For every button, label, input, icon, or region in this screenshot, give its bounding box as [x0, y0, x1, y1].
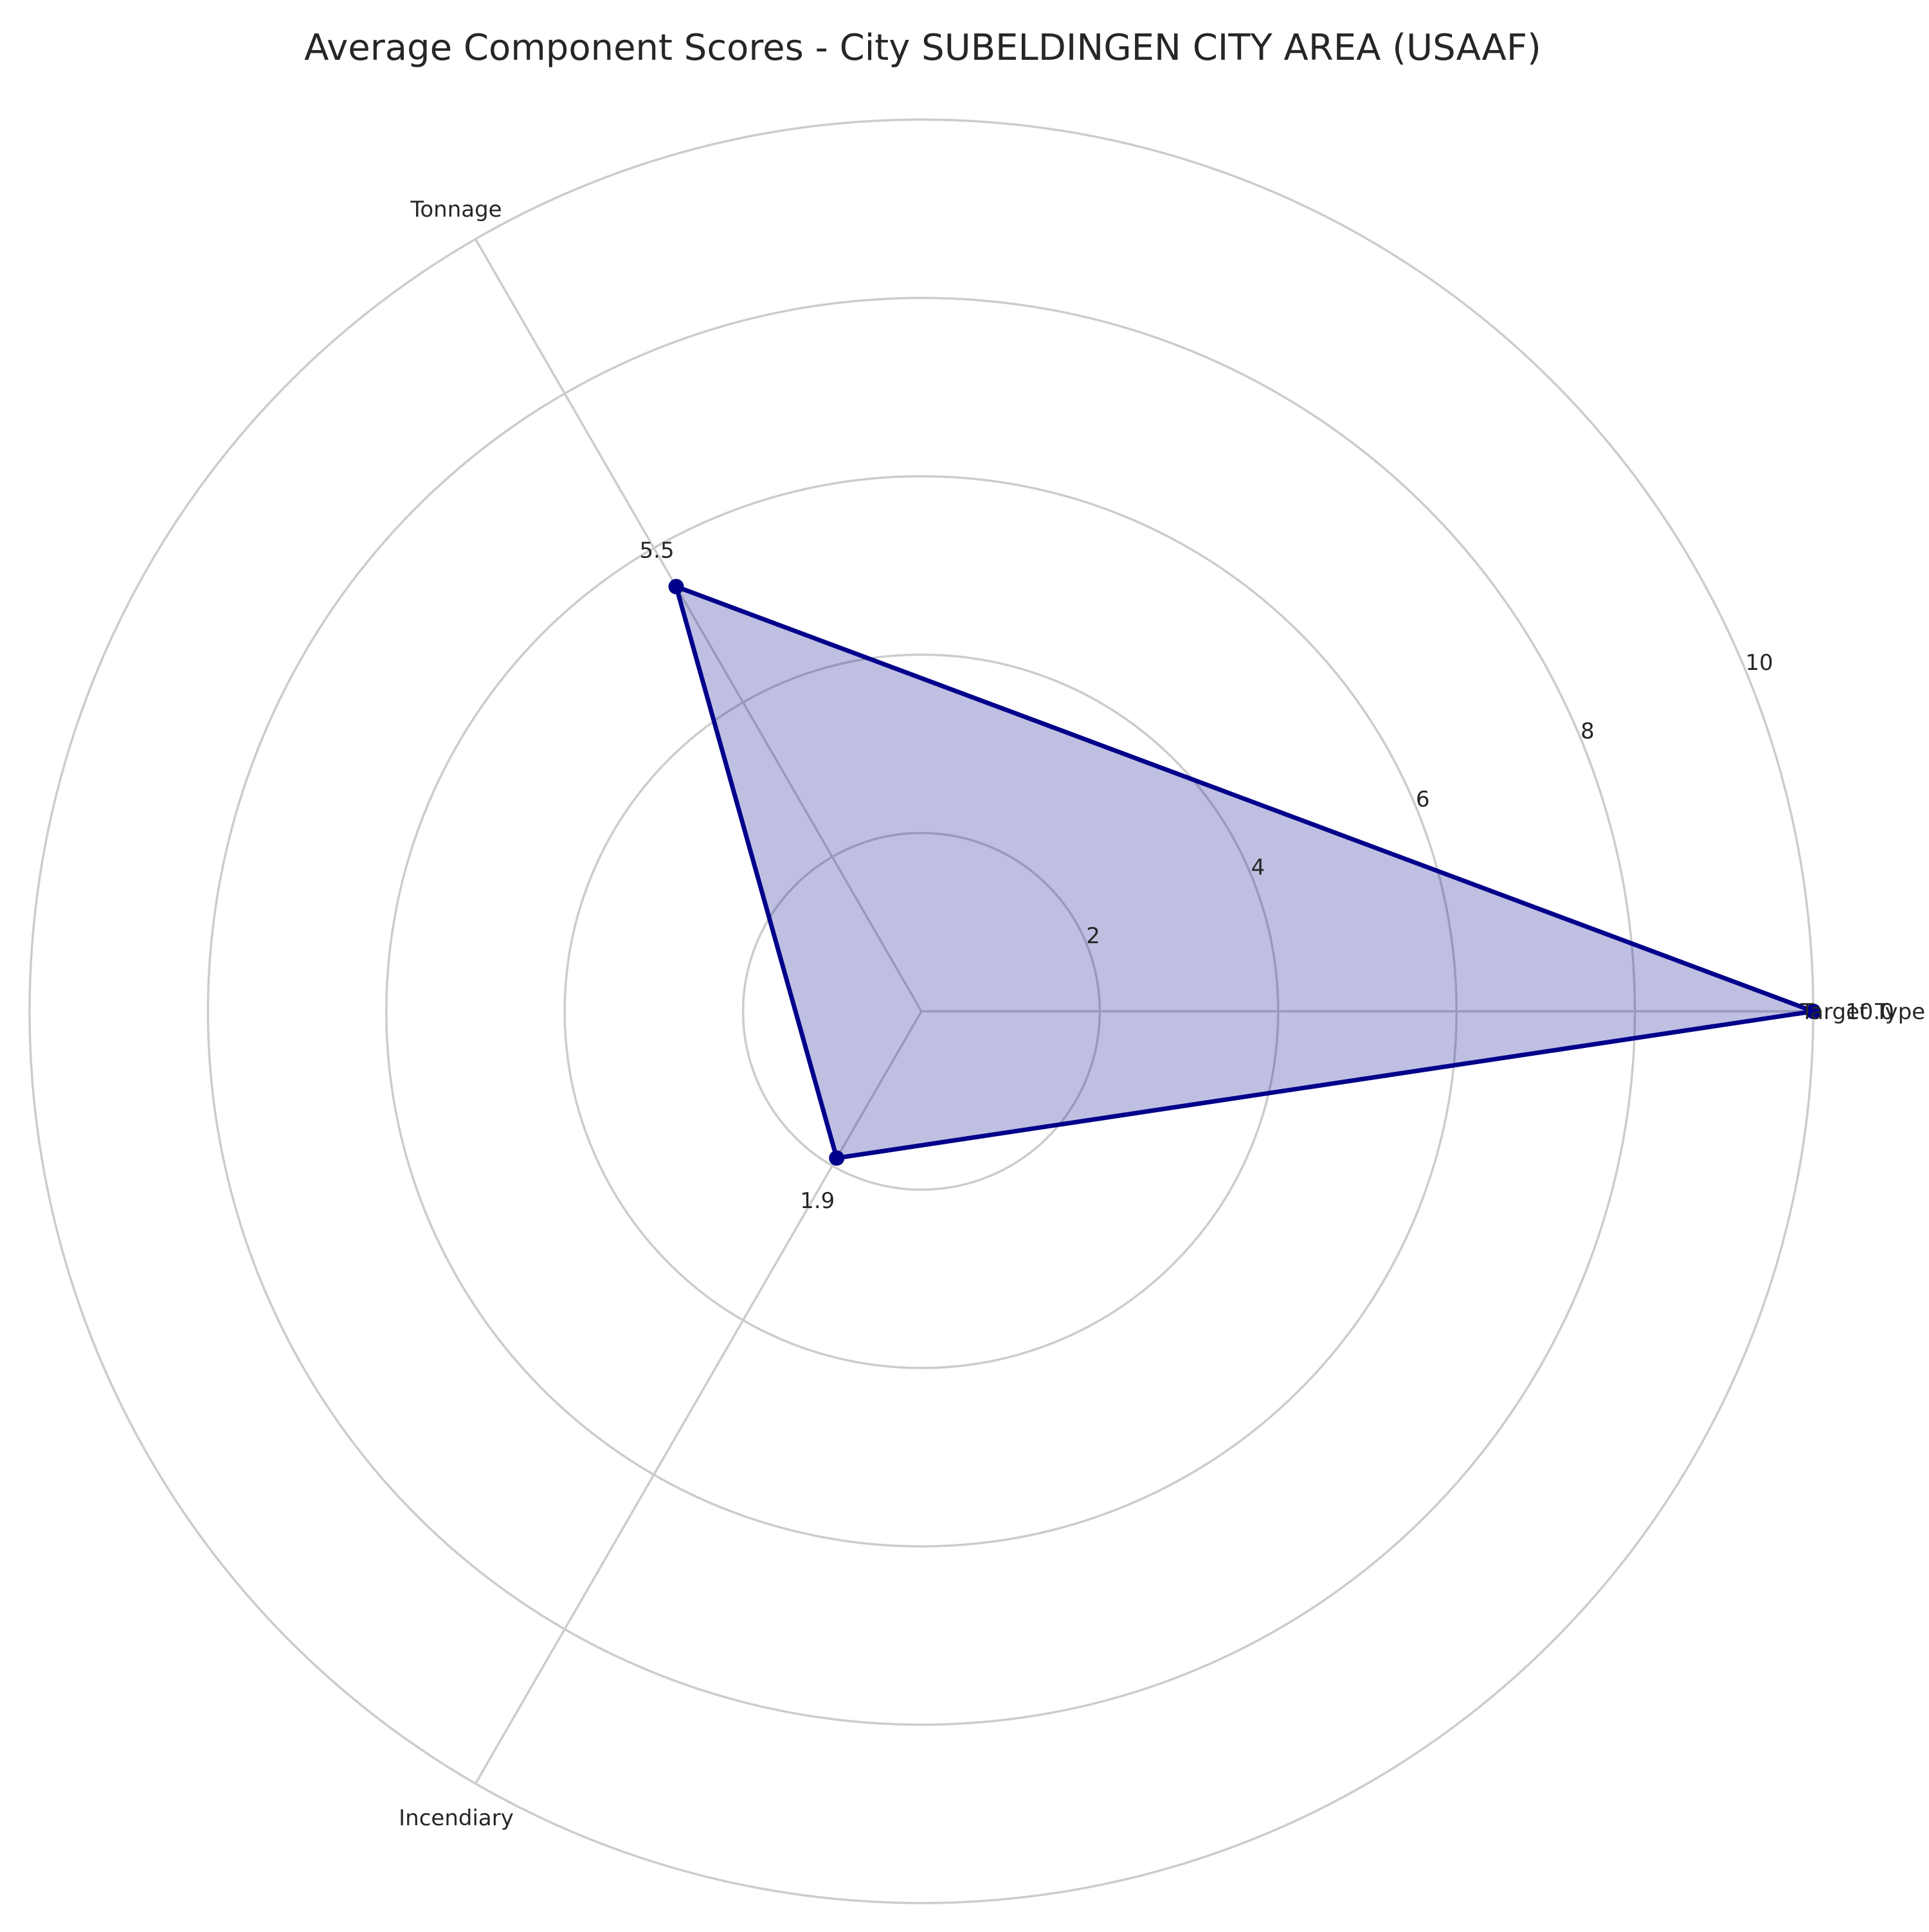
radial-tick-label: 4 — [1251, 855, 1265, 881]
data-value-label: 10.0 — [1845, 999, 1894, 1025]
series-fill-area — [676, 586, 1813, 1159]
radar-labels: 2 4 6 8 10 10.0 5.5 1.9 Target Type Tonnage Incend… — [399, 197, 1925, 1831]
data-point-marker — [1806, 1004, 1821, 1019]
data-value-label: 5.5 — [640, 537, 675, 563]
category-label: Incendiary — [399, 1805, 514, 1831]
radial-tick-label: 10 — [1745, 650, 1773, 676]
category-label: Tonnage — [410, 197, 502, 222]
spoke-line — [474, 1011, 923, 1785]
radial-tick-label: 8 — [1580, 718, 1595, 744]
radar-series — [668, 579, 1822, 1166]
data-point-marker — [829, 1150, 845, 1166]
data-value-label: 1.9 — [800, 1188, 835, 1214]
radar-spokes — [474, 238, 1813, 1785]
category-label: Target Type — [1800, 999, 1925, 1025]
spoke-line — [474, 238, 923, 1012]
data-point-marker — [668, 579, 684, 595]
radial-tick-label: 6 — [1416, 787, 1430, 813]
radial-tick-label: 2 — [1086, 923, 1100, 949]
series-line — [673, 582, 1822, 1161]
chart-title: Average Component Scores - City SUBELDIN… — [304, 27, 1541, 69]
